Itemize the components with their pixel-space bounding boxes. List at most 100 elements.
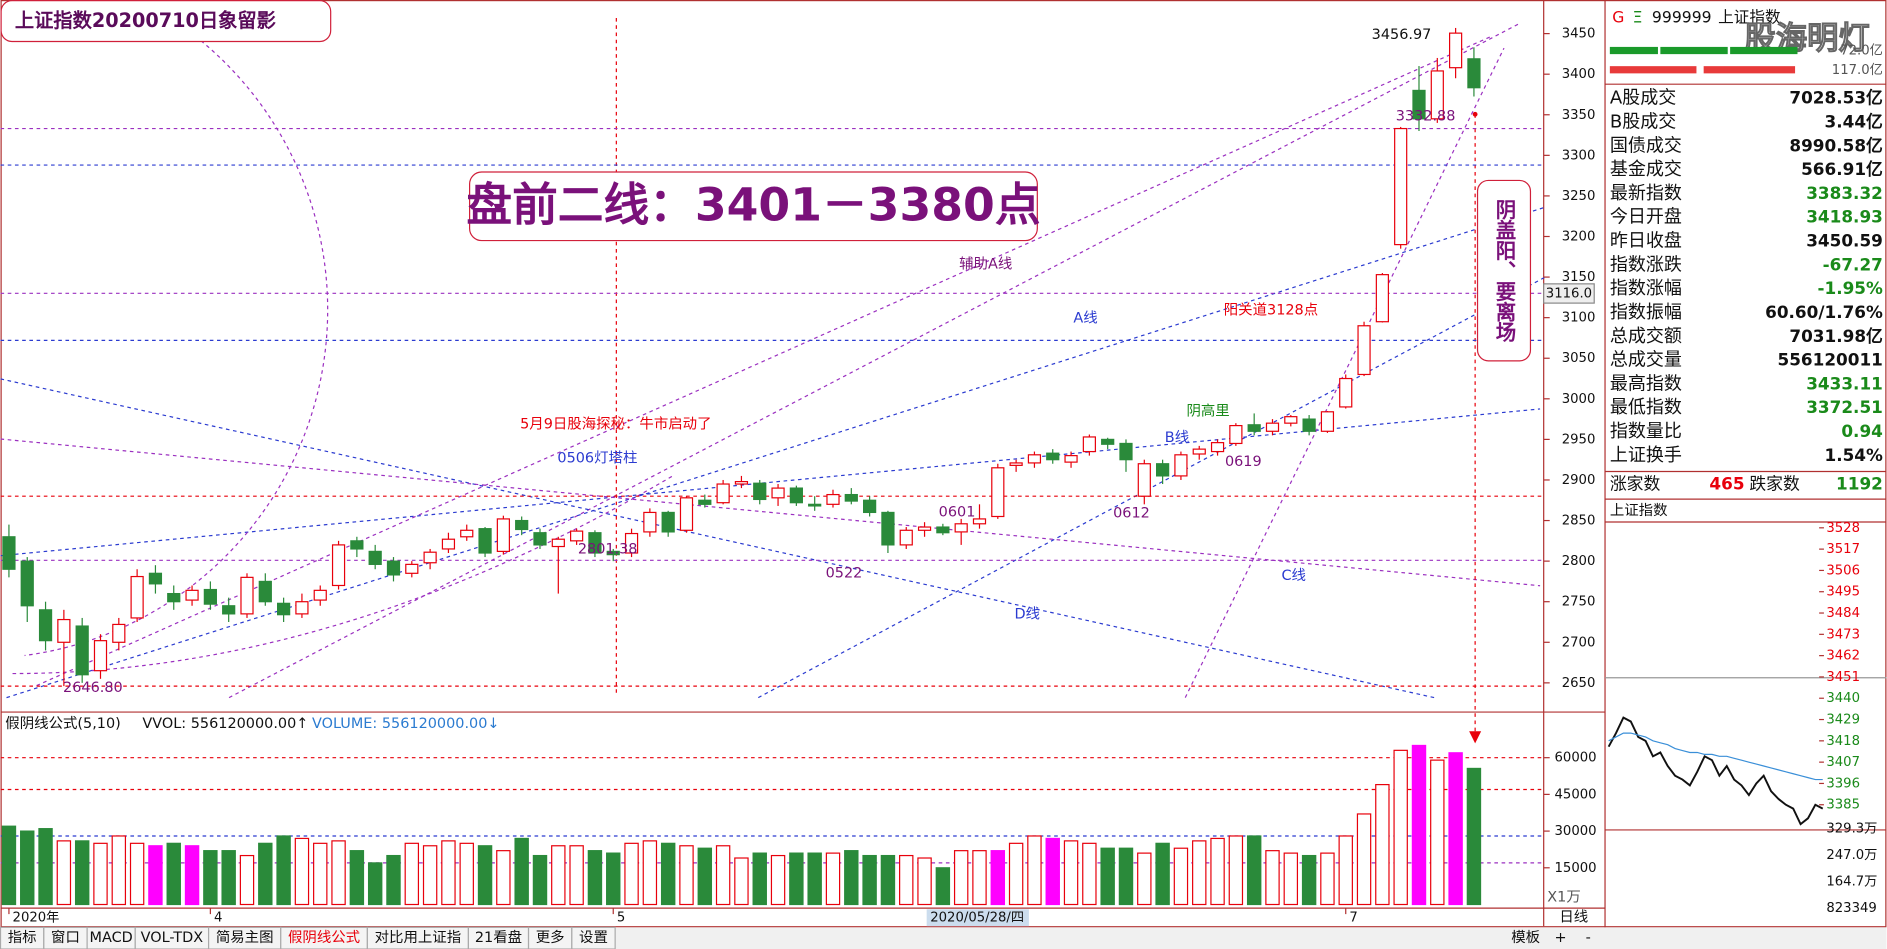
period[interactable]: 日线 — [1559, 909, 1588, 926]
y-tick-label: 2950 — [1562, 432, 1596, 447]
row-value: 3372.51 — [1806, 397, 1883, 417]
candle-body — [844, 493, 858, 502]
volume-bar — [1027, 835, 1042, 906]
volume-bar — [569, 845, 584, 906]
volume-bar — [1356, 813, 1372, 906]
row-value: 3418.93 — [1806, 207, 1883, 227]
annotation: A线 — [1073, 310, 1097, 327]
flag: G — [1612, 8, 1624, 27]
row-value: 60.60/1.76% — [1765, 302, 1883, 322]
title-box — [0, 0, 332, 43]
candle-body — [386, 560, 401, 576]
candle-body — [203, 588, 217, 605]
volume-tick-label: 329.3万 — [1826, 822, 1877, 837]
tab[interactable] — [571, 926, 616, 949]
volume-bar — [1448, 752, 1463, 906]
tab-label[interactable]: 假阴线公式 — [288, 929, 360, 946]
candle-body — [936, 526, 950, 534]
candle-body — [20, 560, 34, 607]
candle-body — [1265, 422, 1280, 432]
volume-bar — [899, 854, 914, 906]
intraday-title: 上证指数 — [1610, 502, 1668, 519]
volume-bar — [221, 850, 236, 906]
volume-bar — [1, 825, 17, 906]
y-tick-label: 3250 — [1562, 189, 1596, 204]
zoom-out[interactable]: - — [1586, 930, 1591, 946]
row-value: 7031.98亿 — [1789, 326, 1883, 346]
volume-tick-label: 164.7万 — [1826, 875, 1877, 890]
candle-body — [679, 497, 694, 531]
row-label: 基金成交 — [1610, 159, 1682, 180]
candle-body — [1137, 463, 1151, 497]
y-tick-label: 3462 — [1826, 649, 1860, 664]
candle-body — [148, 572, 163, 585]
candle-body — [1339, 377, 1353, 408]
candle-body — [1009, 462, 1023, 466]
trend-line — [6, 206, 1547, 699]
candle-body — [917, 526, 932, 531]
volume-bar — [734, 857, 749, 906]
volume-tick-label: 823349 — [1826, 901, 1876, 916]
title: 上证指数20200710日象留影 — [15, 9, 277, 32]
volume-bar — [349, 850, 365, 906]
tab-label[interactable]: VOL-TDX — [141, 930, 204, 946]
candle-body — [954, 523, 968, 533]
volume-bar — [367, 862, 383, 906]
tab-label[interactable]: 指标 — [8, 929, 37, 946]
y-tick-label: 3400 — [1562, 67, 1596, 82]
tab-label[interactable]: 更多 — [536, 929, 565, 946]
row-label: B股成交 — [1610, 111, 1676, 132]
candle-body — [93, 640, 108, 672]
tab-label[interactable]: 对比用上证指 — [375, 929, 462, 946]
row-value: 3450.59 — [1806, 231, 1883, 251]
candle-body — [771, 487, 785, 499]
y-tick-label: 3200 — [1562, 229, 1596, 244]
candle-body — [1192, 448, 1206, 455]
candle-body — [661, 511, 675, 533]
x-tick-label: 4 — [214, 911, 222, 926]
y-tick-label: 3495 — [1826, 585, 1860, 600]
annotation: 辅助A线 — [959, 256, 1012, 273]
tab-label[interactable]: MACD — [90, 930, 133, 946]
volume-bar — [1082, 842, 1097, 906]
template-button[interactable]: 模板 — [1511, 929, 1540, 946]
up-label: 涨家数 — [1610, 474, 1661, 494]
volume-bar — [917, 857, 932, 906]
volume-bar — [1338, 835, 1353, 906]
row-label: 指数振幅 — [1610, 302, 1682, 323]
y-tick-label: 2800 — [1562, 554, 1596, 569]
candle-body — [972, 518, 987, 525]
volume-bar — [56, 840, 72, 906]
tab-label[interactable]: 21看盘 — [475, 928, 522, 946]
candle-body — [331, 544, 346, 587]
tab-label[interactable]: 简易主图 — [216, 929, 274, 946]
volume-bar — [184, 845, 200, 906]
volume-bar — [880, 854, 896, 906]
volume-bar — [93, 842, 108, 906]
candle-body — [734, 480, 749, 485]
volume-bar — [1320, 852, 1335, 906]
flag: Ξ — [1633, 8, 1643, 27]
zoom-in[interactable]: + — [1554, 930, 1566, 946]
candle-body — [167, 592, 181, 603]
tab-label[interactable]: 窗口 — [51, 928, 80, 946]
y-tick-label: 3528 — [1826, 521, 1860, 536]
row-value: 566.91亿 — [1801, 159, 1883, 179]
y-tick-label: 3300 — [1562, 148, 1596, 163]
down-label: 跌家数 — [1749, 474, 1800, 494]
price-tag: 3116.0 — [1546, 286, 1592, 301]
y-tick-label: 3429 — [1826, 713, 1860, 728]
row-value: -67.27 — [1823, 254, 1883, 274]
volume-bar — [606, 852, 621, 906]
note-box — [1476, 179, 1532, 362]
volume-bar — [1100, 847, 1115, 906]
y-tick-label: 2850 — [1562, 514, 1596, 529]
y-tick-label: 3050 — [1562, 351, 1596, 366]
trend-line — [36, 35, 1493, 687]
y-tick-label: 2750 — [1562, 595, 1596, 610]
row-value: -1.95% — [1818, 278, 1884, 298]
candle-body — [38, 609, 53, 642]
candle-body — [881, 511, 895, 546]
tab-label[interactable]: 设置 — [579, 929, 608, 946]
candle-body — [1302, 418, 1316, 432]
